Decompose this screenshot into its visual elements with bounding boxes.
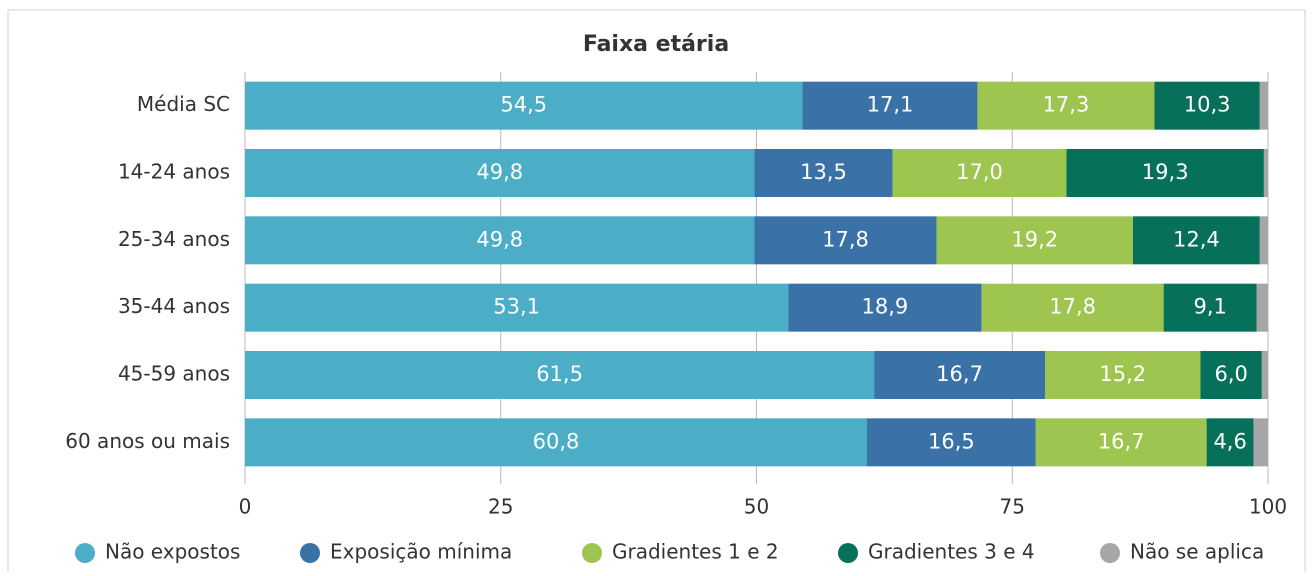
value-label: 17,0 bbox=[956, 160, 1003, 184]
legend-marker bbox=[75, 543, 95, 563]
value-label: 16,7 bbox=[936, 362, 983, 386]
legend-label: Não se aplica bbox=[1130, 540, 1264, 564]
x-tick-label: 25 bbox=[488, 495, 513, 519]
bar-segment bbox=[1035, 418, 1207, 467]
bar-segment bbox=[754, 216, 937, 265]
legend-marker bbox=[1100, 543, 1120, 563]
bar-segment bbox=[245, 418, 867, 467]
value-label: 54,5 bbox=[500, 93, 547, 117]
legend-label: Não expostos bbox=[105, 540, 240, 564]
x-tick-label: 50 bbox=[744, 495, 769, 519]
value-label: 18,9 bbox=[862, 295, 909, 319]
x-tick-label: 75 bbox=[1000, 495, 1025, 519]
bar-segment bbox=[1066, 149, 1264, 197]
value-label: 16,7 bbox=[1098, 429, 1145, 453]
bar-segment bbox=[1206, 418, 1254, 467]
value-label: 60,8 bbox=[533, 429, 580, 453]
bar-segment bbox=[1263, 149, 1268, 197]
x-tick-label: 100 bbox=[1249, 495, 1287, 519]
bar-segment bbox=[1200, 351, 1262, 399]
value-label: 49,8 bbox=[476, 227, 523, 251]
value-label: 16,5 bbox=[928, 429, 975, 453]
bar-segment bbox=[1163, 283, 1257, 332]
bar-segment bbox=[802, 81, 978, 130]
bar-segment bbox=[1256, 283, 1268, 332]
bar-segment bbox=[981, 283, 1164, 332]
legend-marker bbox=[838, 543, 858, 563]
value-label: 6,0 bbox=[1214, 362, 1247, 386]
value-label: 61,5 bbox=[536, 362, 583, 386]
value-label: 17,3 bbox=[1043, 93, 1090, 117]
bar-segment bbox=[1154, 81, 1260, 130]
legend-marker bbox=[300, 543, 320, 563]
bar-segment bbox=[874, 351, 1045, 399]
value-label: 17,8 bbox=[1049, 295, 1096, 319]
bar-segment bbox=[245, 149, 755, 197]
value-label: 53,1 bbox=[493, 295, 540, 319]
y-tick-label: 25-34 anos bbox=[118, 227, 230, 251]
value-label: 17,8 bbox=[822, 227, 869, 251]
value-label: 12,4 bbox=[1173, 227, 1220, 251]
y-tick-label: 60 anos ou mais bbox=[65, 429, 230, 453]
value-label: 4,6 bbox=[1213, 429, 1246, 453]
value-label: 19,3 bbox=[1142, 160, 1189, 184]
bar-segment bbox=[1259, 81, 1268, 130]
bar-segment bbox=[1261, 351, 1268, 399]
value-label: 9,1 bbox=[1193, 295, 1226, 319]
legend-label: Gradientes 1 e 2 bbox=[612, 540, 779, 564]
value-label: 19,2 bbox=[1011, 227, 1058, 251]
bar-segment bbox=[936, 216, 1133, 265]
bar-segment bbox=[1132, 216, 1260, 265]
bar-segment bbox=[245, 351, 875, 399]
y-tick-label: 45-59 anos bbox=[118, 362, 230, 386]
bar-segment bbox=[754, 149, 893, 197]
chart-title: Faixa etária bbox=[583, 32, 729, 57]
value-label: 13,5 bbox=[800, 160, 847, 184]
bar-segment bbox=[1253, 418, 1268, 467]
value-label: 10,3 bbox=[1184, 93, 1231, 117]
legend-label: Exposição mínima bbox=[330, 540, 512, 564]
bar-segment bbox=[977, 81, 1155, 130]
y-tick-label: 14-24 anos bbox=[118, 160, 230, 184]
frame bbox=[7, 9, 1306, 576]
y-tick-label: Média SC bbox=[137, 92, 230, 116]
value-label: 17,1 bbox=[867, 93, 914, 117]
bar-segment bbox=[1259, 216, 1268, 265]
legend-label: Gradientes 3 e 4 bbox=[868, 540, 1035, 564]
bar-segment bbox=[788, 283, 982, 332]
value-label: 49,8 bbox=[476, 160, 523, 184]
legend-marker bbox=[582, 543, 602, 563]
x-tick-label: 0 bbox=[239, 495, 252, 519]
bar-segment bbox=[1044, 351, 1201, 399]
value-label: 15,2 bbox=[1099, 362, 1146, 386]
bar-segment bbox=[245, 216, 755, 265]
bar-segment bbox=[245, 81, 803, 130]
bar-segment bbox=[245, 283, 789, 332]
bar-segment bbox=[892, 149, 1067, 197]
y-tick-label: 35-44 anos bbox=[118, 294, 230, 318]
bar-segment bbox=[866, 418, 1036, 467]
